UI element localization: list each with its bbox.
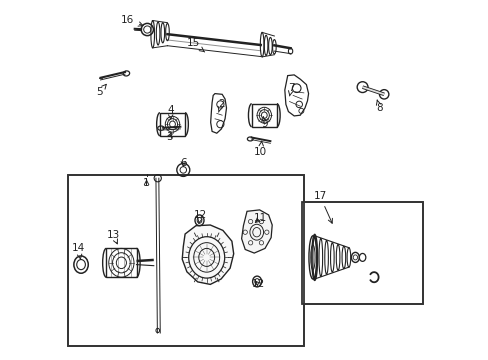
Bar [68,175,303,346]
Bar [69,176,302,345]
Bar [302,202,422,304]
Text: 1: 1 [143,178,150,188]
Text: 17: 17 [313,191,332,223]
Text: 11: 11 [254,213,267,223]
Polygon shape [241,210,272,253]
Text: 7: 7 [287,83,294,96]
Bar [302,202,422,304]
Bar [68,175,303,346]
Text: 16: 16 [121,15,142,26]
Bar [251,104,276,127]
Text: 12: 12 [252,279,265,289]
Text: 3: 3 [166,132,173,142]
Bar [160,113,185,136]
Text: 12: 12 [194,210,207,223]
Text: 4: 4 [167,105,174,119]
Text: 14: 14 [71,243,84,259]
Text: 13: 13 [106,230,120,244]
Bar [303,203,421,303]
Bar [106,248,136,277]
Text: 10: 10 [254,141,267,157]
Text: 8: 8 [375,100,382,113]
Text: 5: 5 [96,84,106,97]
Text: 9: 9 [261,116,267,129]
Text: 15: 15 [186,38,204,52]
Text: 2: 2 [217,99,224,112]
Text: 6: 6 [180,158,186,168]
Polygon shape [182,225,233,284]
